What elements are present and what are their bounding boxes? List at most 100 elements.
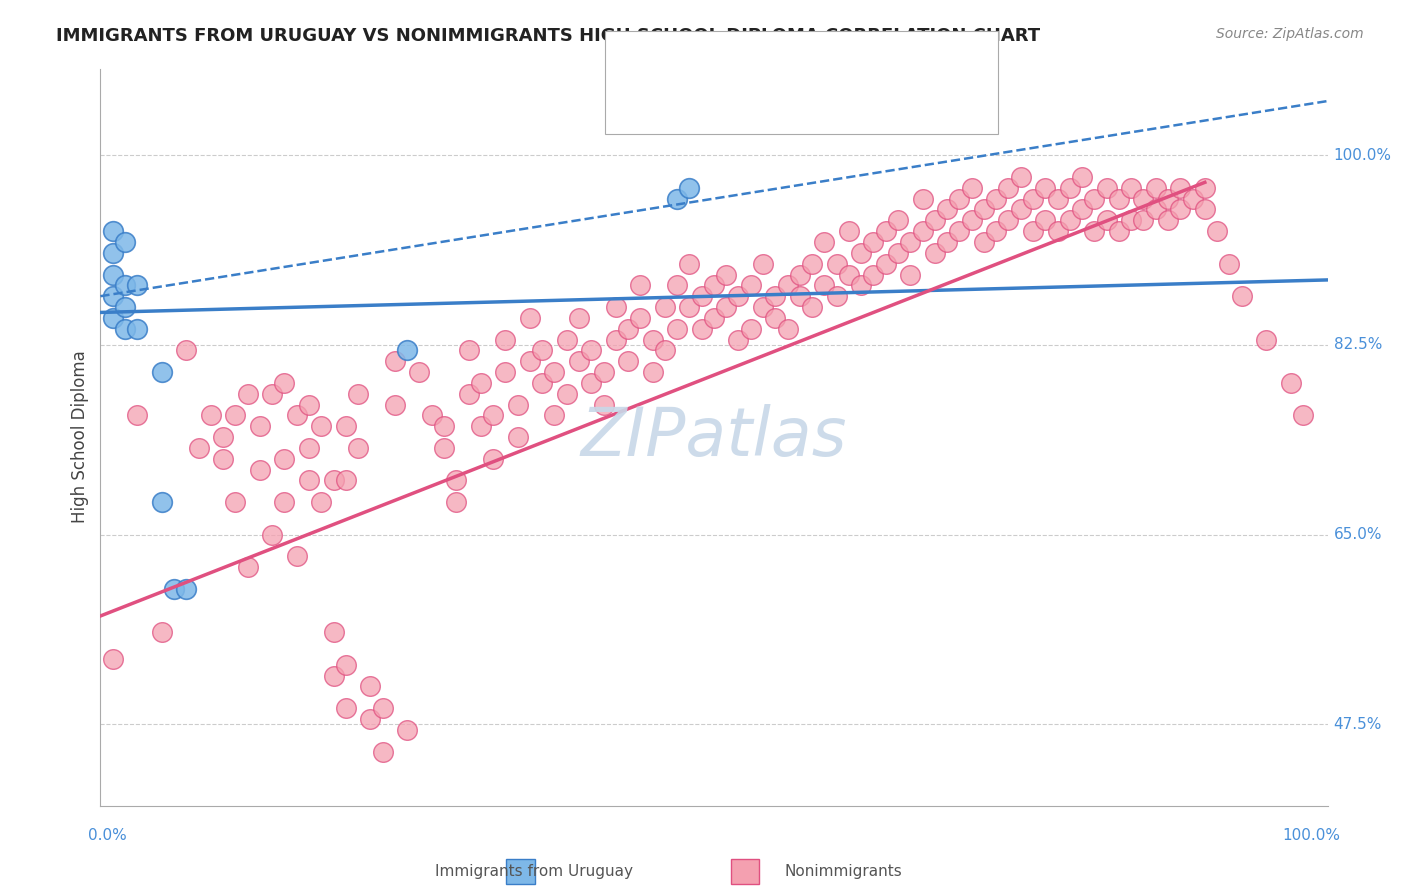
Point [150, 365, 173, 379]
Point [825, 257, 848, 271]
Point [887, 213, 910, 227]
Point [641, 333, 664, 347]
Point [506, 398, 529, 412]
Point [898, 268, 921, 282]
Point [617, 322, 640, 336]
Point [628, 310, 651, 325]
Point [1059, 181, 1081, 195]
Point [396, 343, 419, 358]
Text: 158: 158 [875, 94, 912, 112]
Point [174, 343, 197, 358]
Point [911, 192, 934, 206]
Point [457, 386, 479, 401]
Point [740, 322, 762, 336]
Point [457, 343, 479, 358]
Point [494, 365, 516, 379]
Point [249, 463, 271, 477]
Point [936, 235, 959, 249]
Point [813, 235, 835, 249]
Point [262, 527, 284, 541]
Point [420, 409, 443, 423]
Bar [731, 860, 759, 885]
Point [506, 430, 529, 444]
Text: R =: R = [669, 52, 706, 70]
Point [678, 181, 700, 195]
Point [960, 213, 983, 227]
Point [898, 235, 921, 249]
Point [838, 268, 860, 282]
Point [1256, 333, 1278, 347]
Point [224, 409, 246, 423]
Point [335, 657, 357, 672]
Point [568, 354, 591, 368]
Point [727, 333, 749, 347]
Point [1095, 213, 1118, 227]
Point [678, 257, 700, 271]
Point [114, 300, 136, 314]
Point [1010, 202, 1032, 217]
Point [309, 495, 332, 509]
Text: 65.0%: 65.0% [1334, 527, 1382, 542]
Point [273, 451, 295, 466]
Point [212, 430, 235, 444]
Point [101, 268, 124, 282]
Point [851, 278, 873, 293]
Point [555, 386, 578, 401]
Point [101, 652, 124, 666]
Point [727, 289, 749, 303]
Point [948, 224, 970, 238]
Point [298, 441, 321, 455]
Point [444, 495, 467, 509]
Point [690, 322, 713, 336]
Point [960, 181, 983, 195]
Y-axis label: High School Diploma: High School Diploma [72, 351, 89, 524]
Text: 0.0%: 0.0% [89, 828, 127, 843]
Point [776, 322, 799, 336]
Point [127, 322, 149, 336]
Point [396, 723, 419, 737]
Point [1168, 181, 1191, 195]
Point [813, 278, 835, 293]
Point [127, 409, 149, 423]
Point [200, 409, 222, 423]
Point [101, 289, 124, 303]
Point [654, 343, 676, 358]
Point [752, 300, 775, 314]
Point [1230, 289, 1253, 303]
Point [716, 300, 738, 314]
Point [543, 365, 565, 379]
Point [1292, 409, 1315, 423]
Point [851, 245, 873, 260]
Point [1046, 192, 1069, 206]
Point [444, 474, 467, 488]
Point [359, 680, 381, 694]
Point [1108, 224, 1130, 238]
Point [1059, 213, 1081, 227]
Point [531, 376, 554, 390]
Point [825, 289, 848, 303]
Point [801, 300, 824, 314]
Point [703, 278, 725, 293]
Point [1206, 224, 1229, 238]
Point [236, 386, 259, 401]
Bar [623, 42, 659, 76]
Point [924, 245, 946, 260]
Point [433, 441, 456, 455]
Point [605, 333, 627, 347]
Point [433, 419, 456, 434]
Point [752, 257, 775, 271]
Point [101, 224, 124, 238]
Text: 100.0%: 100.0% [1282, 828, 1340, 843]
Point [543, 409, 565, 423]
Point [1083, 192, 1105, 206]
Point [347, 441, 370, 455]
Point [666, 322, 689, 336]
Point [1194, 202, 1216, 217]
Point [335, 701, 357, 715]
Point [740, 278, 762, 293]
Point [555, 333, 578, 347]
Point [1022, 224, 1045, 238]
Point [1121, 213, 1143, 227]
Point [101, 310, 124, 325]
Point [519, 354, 541, 368]
